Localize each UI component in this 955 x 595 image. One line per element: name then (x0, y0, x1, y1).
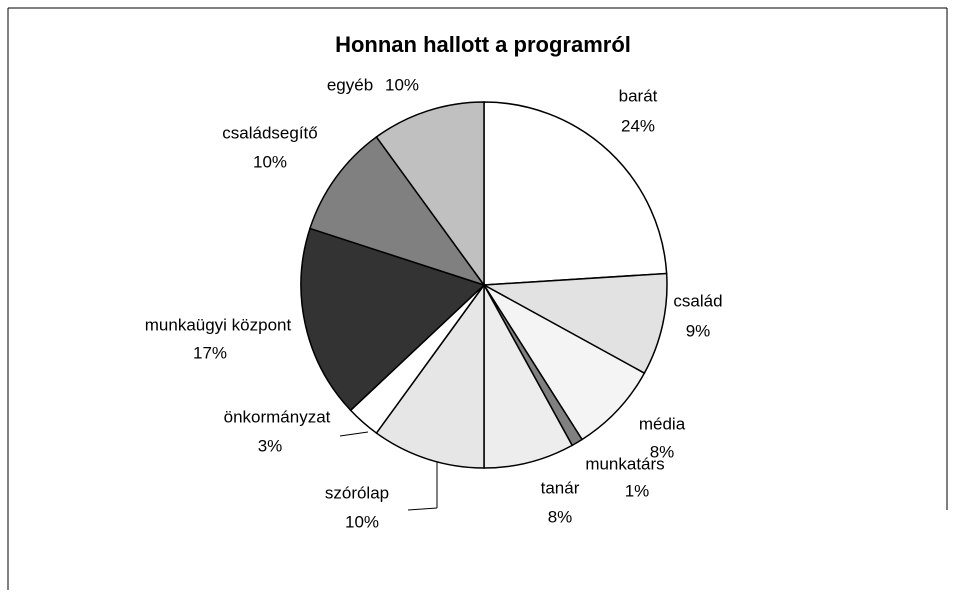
slice-value-label: 17% (193, 343, 227, 362)
slice-value-label: 1% (625, 481, 650, 500)
slice-value-label: 10% (345, 512, 379, 531)
slice-label: egyéb (327, 75, 373, 94)
slice-label: munkaügyi központ (145, 315, 292, 334)
pie-slice (375, 282, 485, 469)
chart-title: Honnan hallott a programról (335, 32, 631, 57)
slice-value-label: 8% (548, 507, 573, 526)
slice-value-label: 10% (253, 152, 287, 171)
pie-slice (375, 101, 485, 288)
slice-label: szórólap (325, 483, 389, 502)
slice-label: munkatárs (585, 454, 664, 473)
slice-label: család (673, 291, 722, 310)
pie-slice (481, 272, 668, 375)
slice-label: önkormányzat (224, 407, 331, 426)
pie-slice (483, 101, 668, 286)
slice-value-label: 24% (621, 116, 655, 135)
pie-slice (483, 284, 646, 441)
slice-label: tanár (541, 478, 580, 497)
slice-value-label: 3% (258, 436, 283, 455)
slice-value-label: 8% (650, 442, 675, 461)
pie-slice (309, 135, 486, 287)
slice-label: családsegítő (222, 123, 317, 142)
pie-slice (300, 227, 486, 412)
slice-label: barát (619, 86, 658, 105)
slice-label: média (639, 414, 686, 433)
leader-line (339, 431, 369, 437)
pie-slice (483, 284, 574, 469)
slice-value-label: 10% (385, 75, 419, 94)
slice-value-label: 9% (686, 321, 711, 340)
leader-line (407, 507, 438, 511)
